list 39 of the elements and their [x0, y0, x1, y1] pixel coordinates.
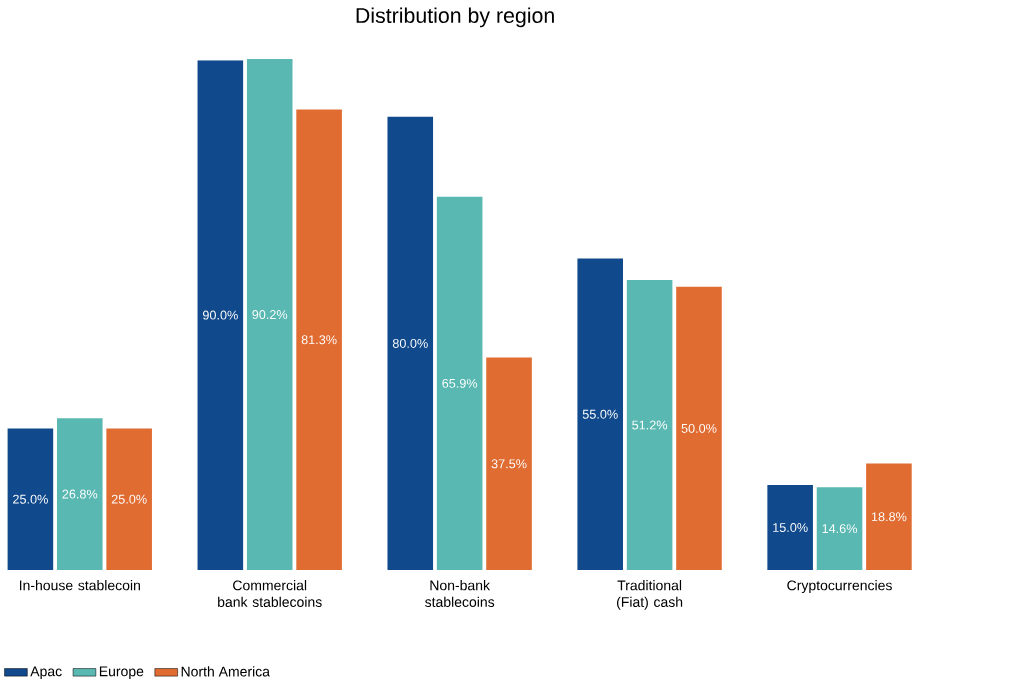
bar: [387, 116, 434, 571]
bar: [7, 428, 54, 571]
data-label: 14.6%: [822, 524, 858, 534]
data-label: 90.0%: [202, 310, 238, 320]
bar: [486, 357, 532, 571]
data-label: 80.0%: [392, 339, 428, 349]
bar: [56, 418, 103, 571]
bar: [296, 109, 342, 571]
legend-label: Apac: [30, 666, 62, 680]
data-label: 55.0%: [582, 409, 618, 419]
x-tick-label: Traditional (Fiat) cash: [617, 580, 683, 610]
data-label: 65.9%: [442, 379, 478, 388]
x-tick-label: Non-bank stablecoins: [425, 580, 495, 608]
x-tick-label: In-house stablecoin: [19, 580, 140, 591]
bar: [626, 280, 673, 571]
x-tick-label: Cryptocurrencies: [787, 580, 892, 594]
bar: [676, 286, 722, 571]
x-tick-label: Commercial bank stablecoins: [218, 580, 322, 608]
data-label: 25.0%: [111, 494, 147, 504]
data-label: 37.5%: [491, 459, 527, 469]
data-label: 90.2%: [252, 310, 288, 320]
data-label: 25.0%: [13, 494, 48, 504]
data-label: 15.0%: [773, 523, 808, 533]
data-label: 81.3%: [301, 335, 337, 345]
legend-label: Europe: [99, 666, 144, 680]
bar: [436, 196, 483, 571]
legend-label: North America: [181, 666, 270, 677]
bar: [866, 463, 912, 571]
bar: [197, 60, 244, 571]
data-label: 50.0%: [681, 424, 717, 433]
data-label: 26.8%: [62, 489, 98, 499]
chart-title: Distribution by region: [356, 7, 554, 28]
bar: [767, 485, 813, 571]
bar: [816, 487, 863, 571]
data-label: 51.2%: [632, 420, 668, 430]
bar: [246, 59, 293, 571]
data-label: 18.8%: [871, 512, 907, 522]
bar: [577, 258, 624, 571]
bar: [106, 428, 152, 571]
